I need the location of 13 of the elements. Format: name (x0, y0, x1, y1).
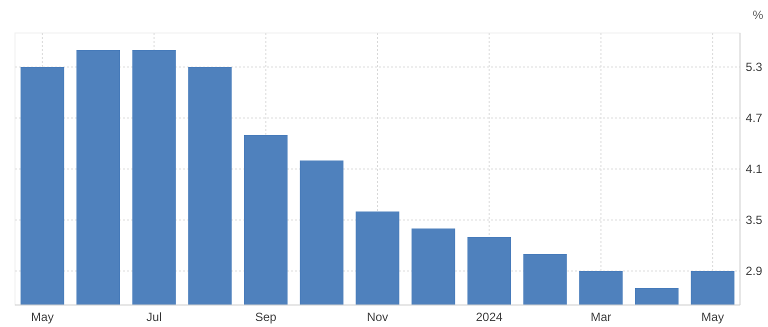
x-tick-label: Mar (590, 310, 612, 324)
y-tick-label: 3.5 (746, 213, 763, 228)
y-tick-label: 4.7 (746, 111, 763, 126)
x-tick-label: Nov (366, 310, 388, 324)
x-tick-label: May (701, 310, 724, 324)
x-tick-label: 2024 (476, 310, 503, 324)
y-tick-label: 2.9 (746, 264, 763, 278)
x-tick-label: May (31, 310, 54, 324)
y-tick-label: 5.3 (746, 60, 763, 74)
x-tick-label: Jul (146, 310, 162, 324)
x-tick-label: Sep (255, 310, 277, 324)
y-tick-label: 4.1 (746, 162, 763, 176)
y-axis-title: % (752, 8, 764, 22)
